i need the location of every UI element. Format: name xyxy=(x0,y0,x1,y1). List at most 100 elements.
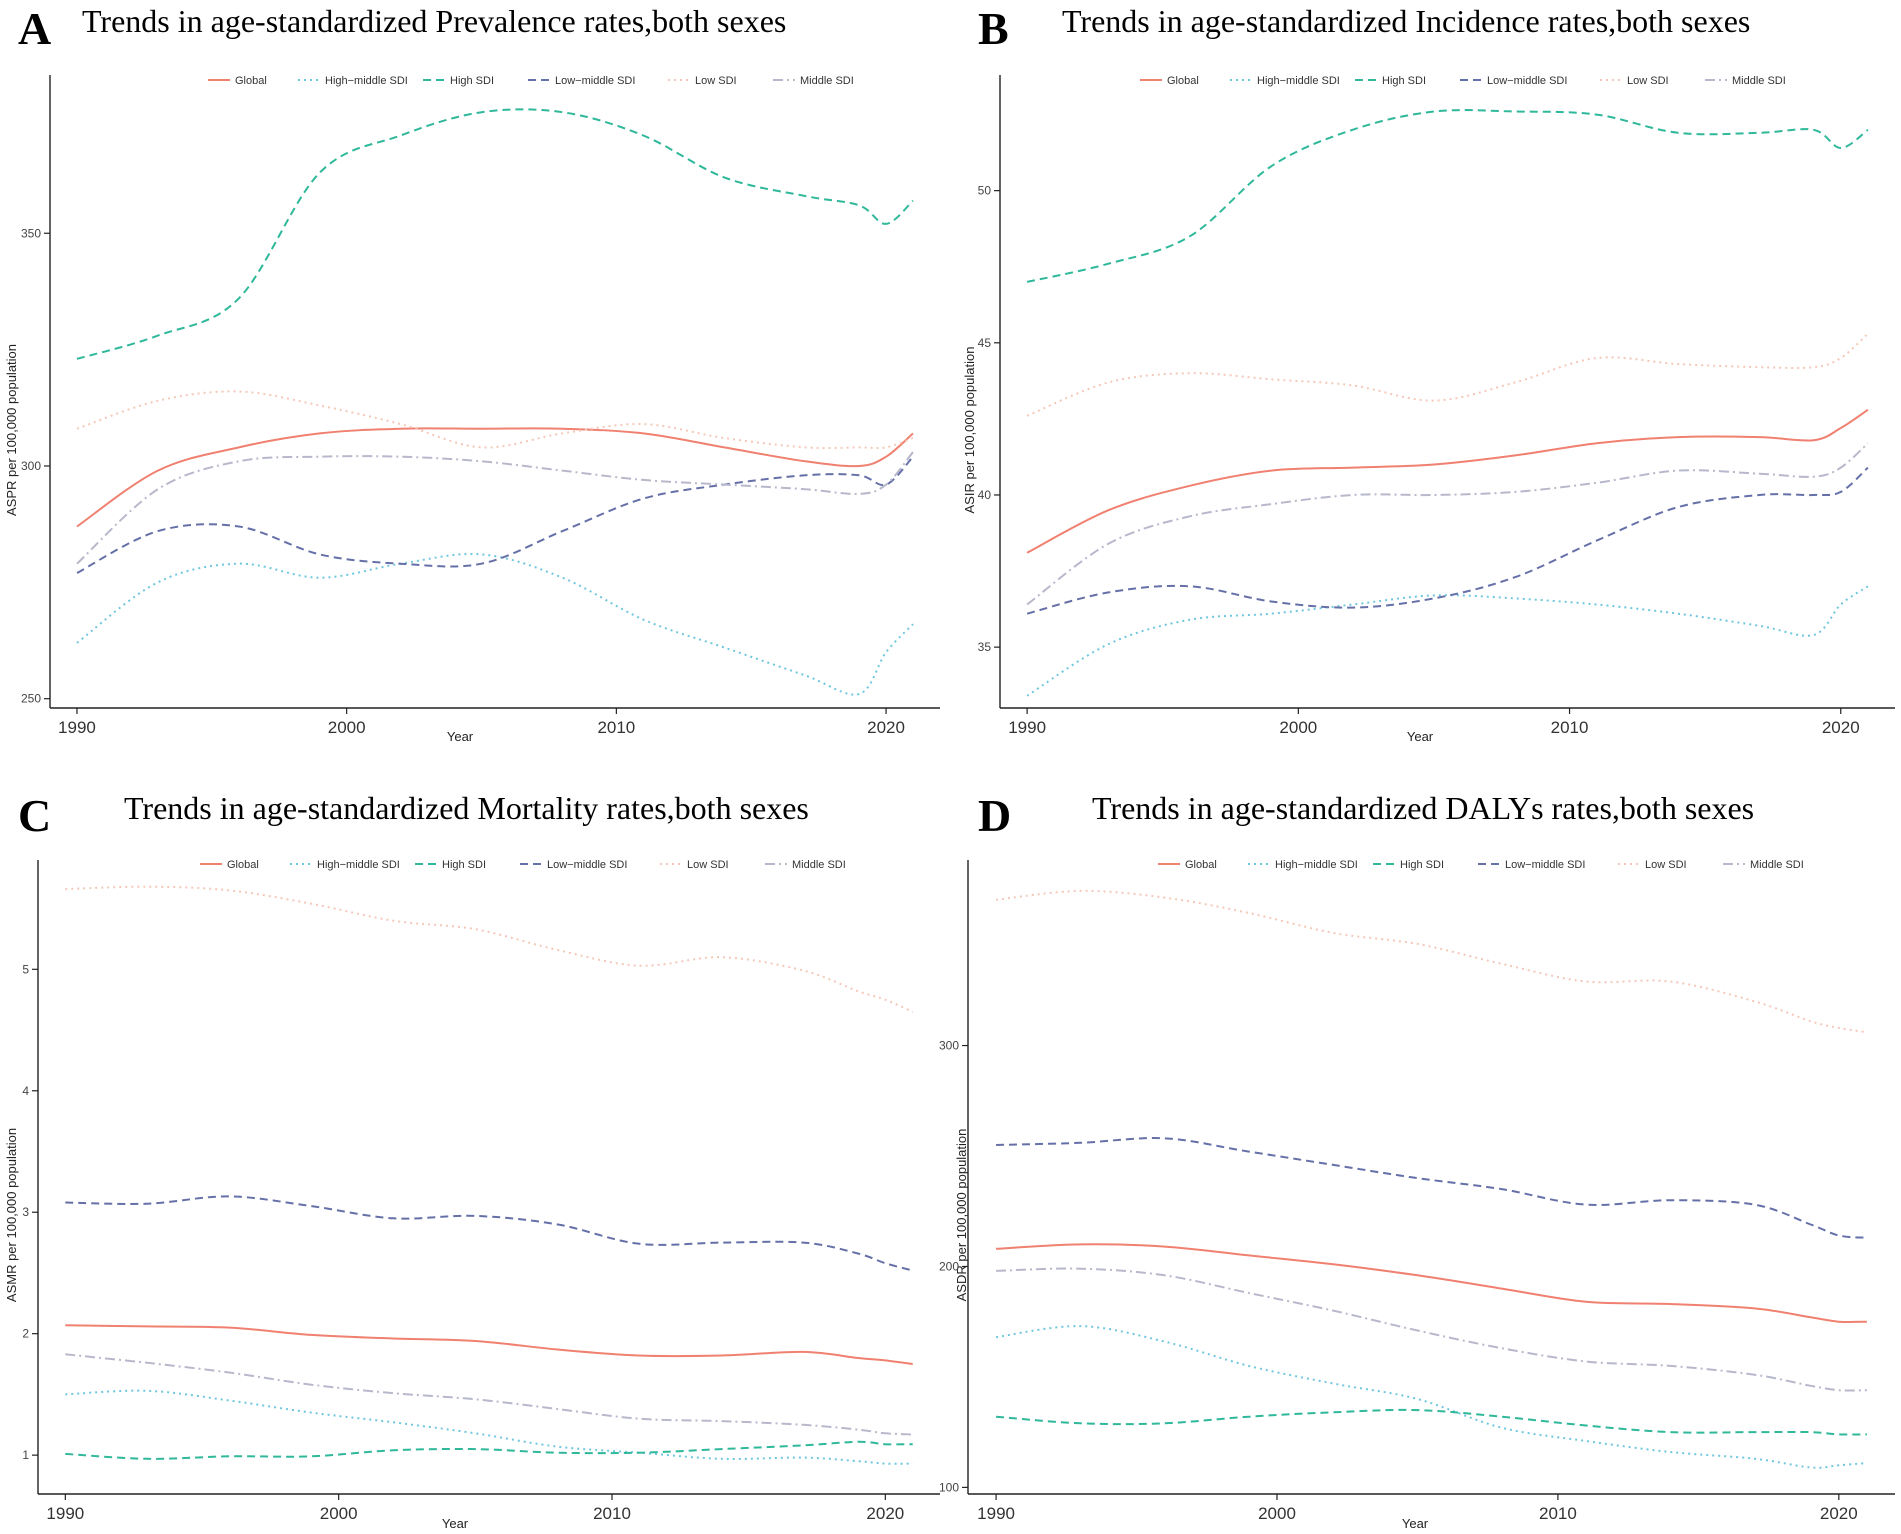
legend-label-high-middle-sdi-a: High−middle SDI xyxy=(325,75,408,87)
legend-label-global-a: Global xyxy=(235,75,267,87)
y-tick-label-d: 100 xyxy=(939,1480,959,1494)
series-line-high-sdi-b xyxy=(1026,109,1869,283)
x-tick-label-c: 2010 xyxy=(593,1504,631,1523)
series-line-high-middle-sdi-c xyxy=(65,1389,913,1465)
x-tick-label-a: 2010 xyxy=(597,718,635,737)
y-tick-label-a: 250 xyxy=(21,692,41,706)
series-line-low-middle-sdi-c xyxy=(65,1195,913,1272)
panel-letter-c: C xyxy=(18,790,51,841)
legend-label-middle-sdi-d: Middle SDI xyxy=(1750,859,1804,871)
panel-b: B Trends in age-standardized Incidence r… xyxy=(962,3,1895,744)
legend-label-middle-sdi-a: Middle SDI xyxy=(800,75,854,87)
x-tick-label-d: 2020 xyxy=(1820,1504,1858,1523)
x-tick-label-b: 2020 xyxy=(1822,718,1860,737)
y-tick-label-c: 4 xyxy=(22,1084,29,1098)
panel-letter-b: B xyxy=(978,3,1009,54)
series-line-low-middle-sdi-b xyxy=(1026,466,1869,615)
panel-letter-a: A xyxy=(18,3,51,54)
legend-label-high-middle-sdi-b: High−middle SDI xyxy=(1257,75,1340,87)
series-line-high-middle-sdi-b xyxy=(1026,585,1869,697)
panel-title-b: Trends in age-standardized Incidence rat… xyxy=(1062,3,1750,39)
series-line-global-b xyxy=(1026,408,1869,554)
panel-a: A Trends in age-standardized Prevalence … xyxy=(4,3,940,744)
series-line-low-sdi-a xyxy=(76,390,914,450)
legend-label-high-middle-sdi-c: High−middle SDI xyxy=(317,859,400,871)
y-axis-title-d: ASDR per 100,000 population xyxy=(954,1129,969,1302)
series-line-high-sdi-a xyxy=(76,108,914,360)
y-tick-label-a: 300 xyxy=(21,459,41,473)
y-axis-title-a: ASPR per 100,000 population xyxy=(4,344,19,516)
x-tick-label-b: 1990 xyxy=(1008,718,1046,737)
legend-label-high-sdi-a: High SDI xyxy=(450,75,494,87)
legend-label-global-b: Global xyxy=(1167,75,1199,87)
series-line-low-sdi-c xyxy=(65,885,914,1013)
y-tick-label-d: 200 xyxy=(939,1259,959,1273)
x-tick-label-c: 1990 xyxy=(46,1504,84,1523)
series-line-low-sdi-d xyxy=(995,889,1868,1034)
y-tick-label-b: 50 xyxy=(978,184,992,198)
legend-label-low-middle-sdi-b: Low−middle SDI xyxy=(1487,75,1567,87)
series-line-global-a xyxy=(76,427,914,528)
x-axis-title-a: Year xyxy=(447,729,474,744)
series-line-global-d xyxy=(996,1243,1867,1324)
y-tick-label-b: 40 xyxy=(978,488,992,502)
x-axis-title-c: Year xyxy=(442,1516,469,1531)
series-line-high-sdi-c xyxy=(65,1440,913,1460)
series-line-low-sdi-b xyxy=(1026,332,1869,417)
y-tick-label-c: 2 xyxy=(22,1327,29,1341)
legend-label-low-sdi-d: Low SDI xyxy=(1645,859,1687,871)
series-line-middle-sdi-b xyxy=(1026,442,1869,606)
legend-label-low-middle-sdi-a: Low−middle SDI xyxy=(555,75,635,87)
series-line-high-sdi-d xyxy=(996,1408,1867,1436)
series-line-middle-sdi-a xyxy=(76,451,914,565)
y-tick-label-c: 5 xyxy=(22,962,29,976)
y-axis-title-c: ASMR per 100,000 population xyxy=(4,1128,19,1302)
legend-label-low-sdi-c: Low SDI xyxy=(687,859,729,871)
legend-label-high-sdi-c: High SDI xyxy=(442,859,486,871)
x-tick-label-c: 2000 xyxy=(320,1504,358,1523)
x-tick-label-b: 2000 xyxy=(1279,718,1317,737)
x-axis-title-d: Year xyxy=(1402,1516,1429,1531)
legend-label-high-middle-sdi-d: High−middle SDI xyxy=(1275,859,1358,871)
panel-title-d: Trends in age-standardized DALYs rates,b… xyxy=(1092,790,1754,826)
legend-label-high-sdi-d: High SDI xyxy=(1400,859,1444,871)
series-line-middle-sdi-d xyxy=(996,1267,1867,1392)
y-tick-label-a: 350 xyxy=(21,226,41,240)
legend-label-global-c: Global xyxy=(227,859,259,871)
y-tick-label-b: 45 xyxy=(978,336,992,350)
panel-d: D Trends in age-standardized DALYs rates… xyxy=(939,790,1895,1531)
x-tick-label-a: 2000 xyxy=(328,718,366,737)
series-line-high-middle-sdi-a xyxy=(76,552,914,696)
series-line-low-middle-sdi-a xyxy=(76,456,914,574)
legend-label-middle-sdi-c: Middle SDI xyxy=(792,859,846,871)
x-tick-label-a: 2020 xyxy=(867,718,905,737)
legend-label-low-middle-sdi-c: Low−middle SDI xyxy=(547,859,627,871)
x-tick-label-d: 2000 xyxy=(1258,1504,1296,1523)
legend-label-high-sdi-b: High SDI xyxy=(1382,75,1426,87)
x-tick-label-d: 1990 xyxy=(977,1504,1015,1523)
y-axis-title-b: ASIR per 100,000 population xyxy=(962,347,977,514)
legend-label-low-sdi-a: Low SDI xyxy=(695,75,737,87)
series-line-global-c xyxy=(65,1324,913,1365)
y-tick-label-c: 3 xyxy=(22,1205,29,1219)
y-tick-label-b: 35 xyxy=(978,640,992,654)
x-tick-label-d: 2010 xyxy=(1539,1504,1577,1523)
x-axis-title-b: Year xyxy=(1407,729,1434,744)
legend-label-global-d: Global xyxy=(1185,859,1217,871)
x-tick-label-b: 2010 xyxy=(1551,718,1589,737)
panel-title-c: Trends in age-standardized Mortality rat… xyxy=(124,790,809,826)
series-line-middle-sdi-c xyxy=(65,1353,913,1436)
legend-label-low-middle-sdi-d: Low−middle SDI xyxy=(1505,859,1585,871)
panel-c: C Trends in age-standardized Mortality r… xyxy=(4,790,940,1531)
panel-title-a: Trends in age-standardized Prevalence ra… xyxy=(82,3,786,39)
legend-label-middle-sdi-b: Middle SDI xyxy=(1732,75,1786,87)
y-tick-label-d: 300 xyxy=(939,1039,959,1053)
series-line-high-middle-sdi-d xyxy=(995,1325,1867,1469)
y-tick-label-c: 1 xyxy=(22,1448,29,1462)
legend-label-low-sdi-b: Low SDI xyxy=(1627,75,1669,87)
series-line-low-middle-sdi-d xyxy=(996,1137,1867,1239)
x-tick-label-a: 1990 xyxy=(58,718,96,737)
x-tick-label-c: 2020 xyxy=(866,1504,904,1523)
panel-letter-d: D xyxy=(978,790,1011,841)
